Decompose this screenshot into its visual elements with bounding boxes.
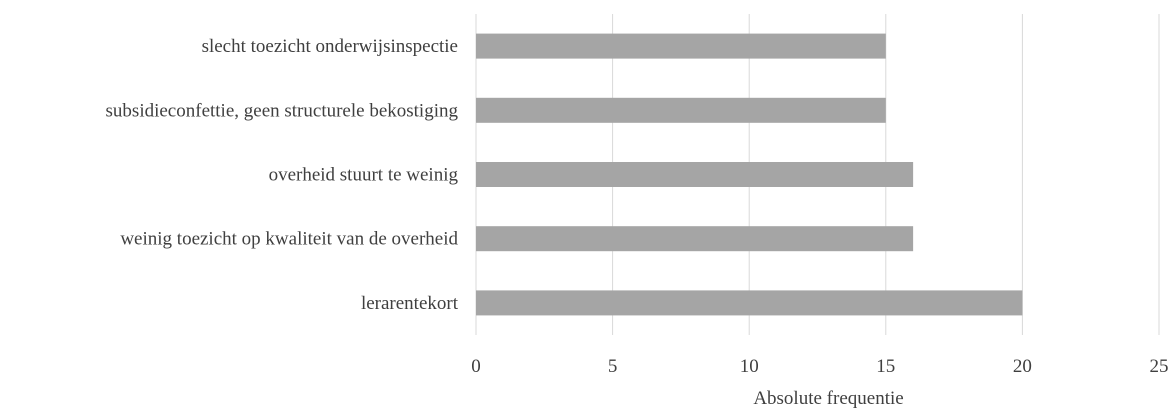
bars bbox=[476, 33, 1023, 316]
x-tick-label: 0 bbox=[471, 356, 481, 377]
bar bbox=[476, 97, 886, 123]
category-label: subsidieconfettie, geen structurele beko… bbox=[106, 100, 459, 121]
category-label: lerarentekort bbox=[361, 293, 459, 314]
bar bbox=[476, 33, 886, 59]
bar bbox=[476, 162, 914, 187]
x-tick-labels: 0 5 10 15 20 25 bbox=[471, 356, 1168, 377]
x-tick-label: 20 bbox=[1013, 356, 1032, 377]
category-label: slecht toezicht onderwijsinspectie bbox=[202, 36, 458, 57]
category-label: overheid stuurt te weinig bbox=[269, 165, 459, 186]
x-tick-label: 5 bbox=[608, 356, 618, 377]
x-axis-title: Absolute frequentie bbox=[753, 388, 903, 409]
bar bbox=[476, 226, 914, 252]
x-tick-label: 25 bbox=[1150, 356, 1169, 377]
x-tick-label: 10 bbox=[740, 356, 759, 377]
category-label: weinig toezicht op kwaliteit van de over… bbox=[120, 229, 458, 250]
x-tick-label: 15 bbox=[876, 356, 895, 377]
category-labels: slecht toezicht onderwijsinspectie subsid… bbox=[106, 36, 459, 314]
bar bbox=[476, 290, 1023, 316]
